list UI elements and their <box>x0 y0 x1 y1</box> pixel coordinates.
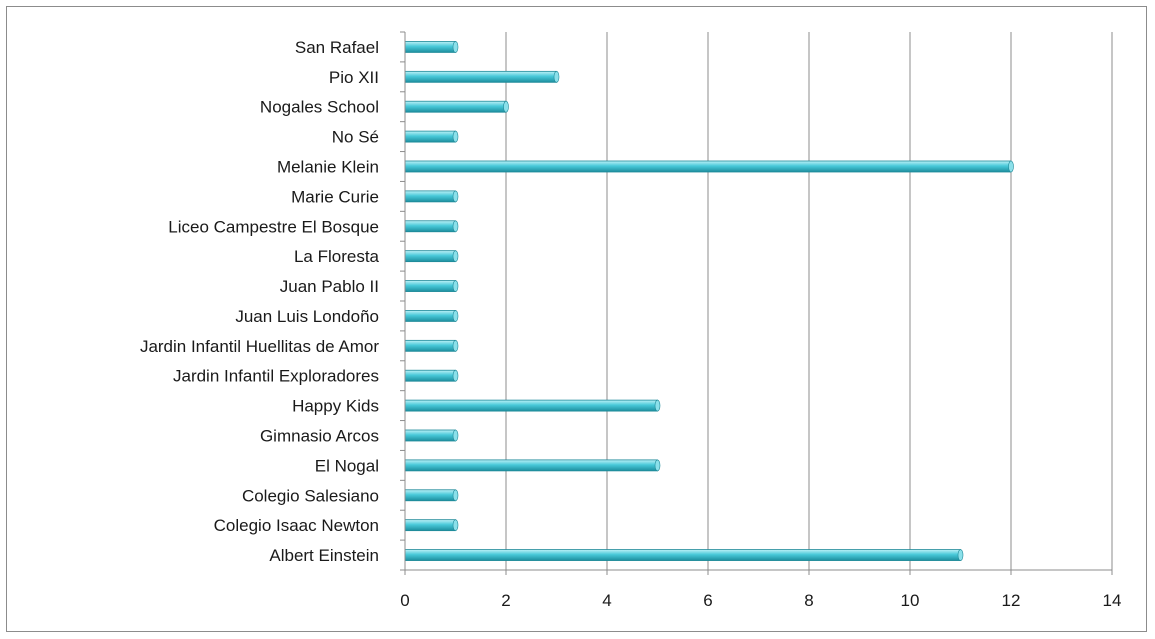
category-label: Albert Einstein <box>269 546 379 565</box>
category-label: Jardin Infantil Huellitas de Amor <box>140 337 379 356</box>
category-label: Happy Kids <box>292 397 379 416</box>
bar-end-cap <box>452 41 459 53</box>
bar <box>404 519 456 532</box>
bar <box>404 549 961 561</box>
bar <box>404 399 658 412</box>
category-label: Melanie Klein <box>277 158 379 177</box>
x-tick-label: 8 <box>804 591 813 610</box>
x-tick-label: 12 <box>1002 591 1021 610</box>
category-label: San Rafael <box>295 38 379 57</box>
bar <box>404 70 557 83</box>
bar <box>404 310 456 322</box>
x-tick-label: 4 <box>602 591 611 610</box>
bar <box>404 429 456 442</box>
bar <box>404 220 456 233</box>
bar-end-cap <box>452 190 459 203</box>
bar <box>404 489 456 502</box>
bar-end-cap <box>957 549 964 561</box>
bar-end-cap <box>452 340 459 352</box>
axes <box>400 31 1113 575</box>
bar <box>404 100 507 113</box>
bar <box>404 130 456 143</box>
bar-end-cap <box>654 459 661 472</box>
bar-end-cap <box>452 280 459 292</box>
bar-end-cap <box>452 250 459 262</box>
category-label: Gimnasio Arcos <box>260 427 379 446</box>
bar <box>404 41 456 53</box>
bar <box>404 369 456 382</box>
bar <box>404 190 456 203</box>
x-tick-labels: 0 2 4 6 8 10 12 14 <box>400 591 1121 610</box>
bar-end-cap <box>503 100 509 113</box>
category-labels: Albert Einstein Colegio Isaac Newton Coleg… <box>140 38 380 565</box>
bar-end-cap <box>452 220 459 233</box>
bar-end-cap <box>452 310 459 322</box>
category-label: Colegio Salesiano <box>242 486 379 505</box>
bar-end-cap <box>654 399 661 412</box>
category-label: Juan Luis Londoño <box>235 307 379 326</box>
bar-end-cap <box>452 369 459 382</box>
bar <box>404 250 456 263</box>
bar-end-cap <box>452 489 459 502</box>
x-tick-label: 0 <box>400 591 409 610</box>
bar-end-cap <box>452 429 459 442</box>
bar-end-cap <box>452 519 459 531</box>
bar-end-cap <box>452 130 459 143</box>
x-tick-label: 14 <box>1103 591 1122 610</box>
category-label: Nogales School <box>260 98 379 117</box>
category-label: El Nogal <box>315 456 379 475</box>
x-tick-label: 2 <box>501 591 510 610</box>
bar <box>404 339 456 352</box>
category-label: Marie Curie <box>291 187 379 206</box>
category-label: La Floresta <box>294 247 380 266</box>
bar-end-cap <box>1008 160 1014 173</box>
category-label: No Sé <box>332 128 379 147</box>
category-label: Colegio Isaac Newton <box>214 516 379 535</box>
bar <box>404 280 456 292</box>
x-tick-label: 6 <box>703 591 712 610</box>
x-tick-label: 10 <box>901 591 920 610</box>
bar <box>404 459 658 472</box>
chart-frame <box>6 6 1147 632</box>
bar-end-cap <box>553 71 560 83</box>
bars <box>404 41 1014 561</box>
category-label: Pio XII <box>329 68 379 87</box>
bar <box>404 160 1012 173</box>
category-label: Jardin Infantil Exploradores <box>173 367 379 386</box>
category-label: Juan Pablo II <box>280 277 379 296</box>
category-label: Liceo Campestre El Bosque <box>168 217 379 236</box>
grid-lines <box>505 32 1113 570</box>
